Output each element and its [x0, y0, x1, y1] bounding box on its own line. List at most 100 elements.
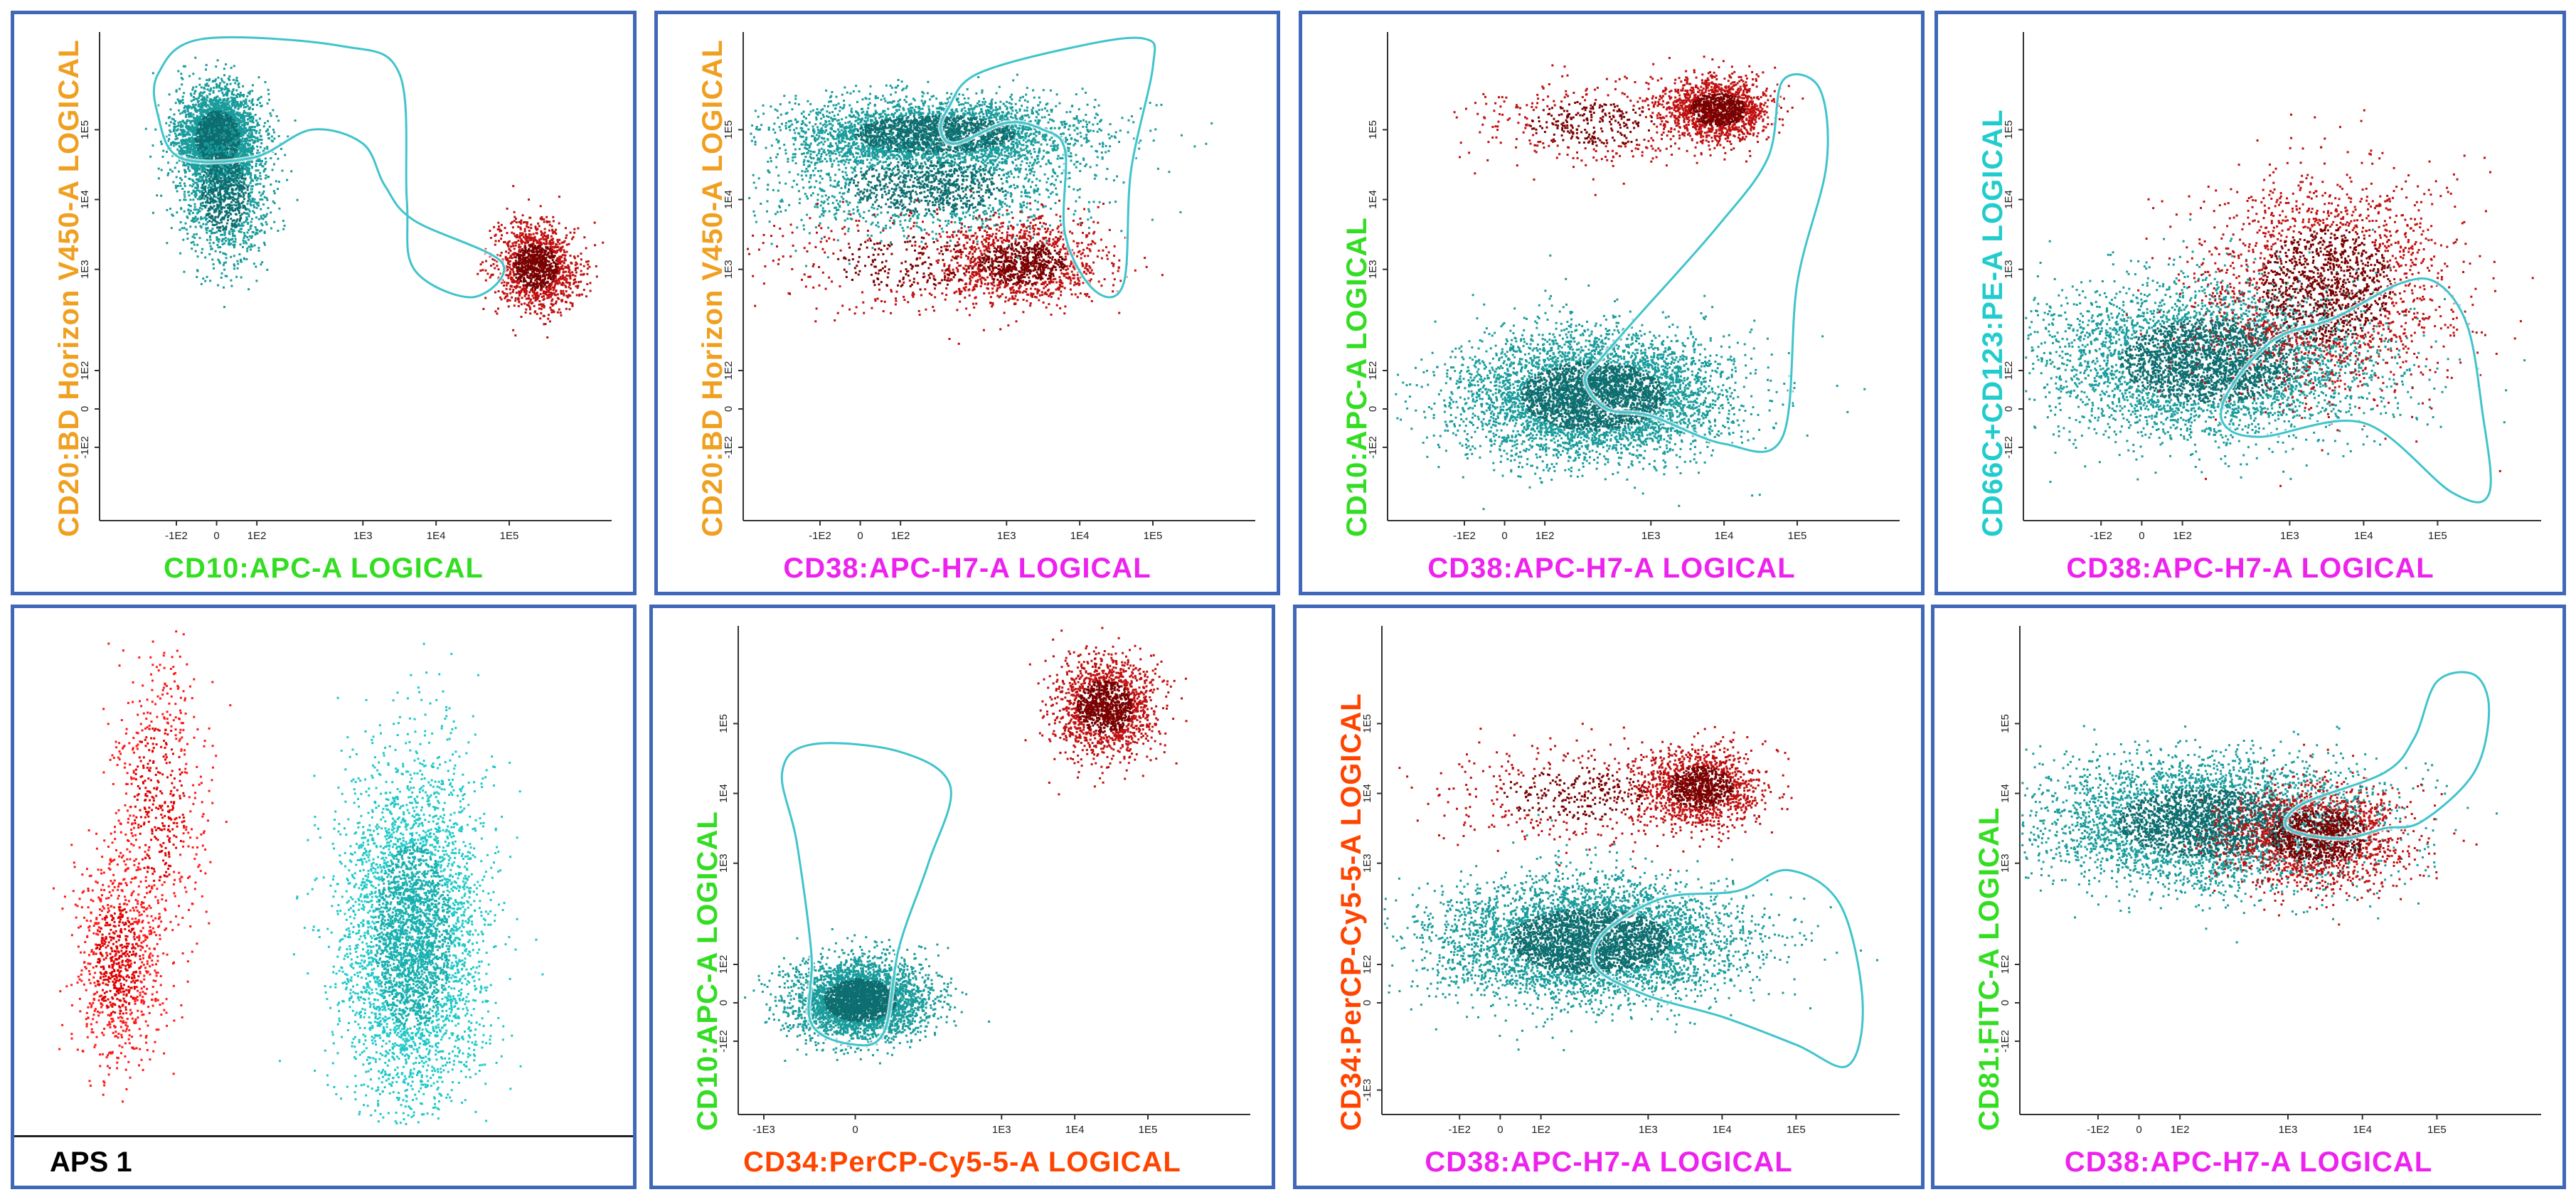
event-dot	[186, 216, 189, 219]
event-dot	[245, 112, 248, 115]
event-dot	[200, 132, 203, 135]
event-dot	[190, 94, 193, 97]
event-dot	[259, 183, 262, 186]
event-dot	[240, 104, 243, 107]
event-dot	[230, 279, 233, 282]
event-dot	[187, 113, 190, 115]
event-dot	[561, 265, 564, 267]
event-dot	[211, 102, 213, 105]
event-dot	[228, 132, 231, 135]
event-dot	[223, 108, 225, 111]
event-dot	[188, 203, 190, 206]
event-dot	[204, 153, 207, 156]
event-dot	[247, 173, 250, 176]
event-dot	[195, 146, 198, 149]
event-dot	[220, 203, 223, 206]
event-dot	[251, 100, 254, 102]
event-dot	[260, 139, 263, 142]
event-dot	[506, 243, 509, 245]
event-dot	[243, 106, 245, 109]
event-dot	[222, 119, 225, 122]
event-dot	[224, 171, 226, 174]
event-dot	[245, 258, 248, 260]
event-dot	[513, 216, 516, 218]
event-dot	[246, 134, 249, 137]
event-dot	[198, 130, 201, 133]
event-dot	[196, 121, 198, 124]
event-dot	[171, 142, 174, 144]
event-dot	[214, 111, 217, 114]
event-dot	[218, 179, 221, 182]
event-dot	[206, 199, 209, 202]
event-dot	[218, 113, 220, 116]
event-dot	[223, 129, 225, 132]
event-dot	[196, 117, 199, 120]
event-dot	[233, 255, 235, 257]
event-dot	[514, 297, 517, 300]
event-dot	[277, 188, 279, 191]
event-dot	[183, 185, 186, 187]
event-dot	[580, 252, 582, 255]
event-dot	[228, 204, 231, 207]
event-dot	[206, 109, 208, 112]
event-dot	[233, 199, 235, 202]
event-dot	[226, 184, 229, 187]
event-dot	[250, 220, 252, 223]
event-dot	[201, 120, 204, 123]
event-dot	[209, 238, 212, 241]
event-dot	[180, 149, 183, 151]
event-dot	[257, 98, 260, 101]
event-dot	[206, 213, 209, 216]
event-dot	[186, 216, 188, 218]
event-dot	[222, 151, 225, 154]
event-dot	[272, 128, 275, 131]
event-dot	[202, 124, 205, 127]
event-dot	[286, 179, 289, 181]
event-dot	[506, 265, 509, 268]
event-dot	[200, 108, 203, 111]
event-dot	[243, 117, 245, 120]
event-dot	[198, 198, 201, 201]
event-dot	[210, 128, 213, 131]
event-dot	[247, 221, 250, 224]
event-dot	[226, 113, 228, 116]
event-dot	[242, 206, 245, 209]
event-dot	[201, 127, 203, 130]
event-dot	[537, 297, 539, 299]
event-dot	[550, 282, 553, 284]
event-dot	[244, 177, 247, 180]
event-dot	[266, 102, 269, 105]
event-dot	[233, 112, 235, 115]
event-dot	[210, 87, 213, 90]
event-dot	[226, 118, 229, 121]
event-dot	[220, 211, 223, 213]
event-dot	[217, 240, 220, 243]
event-dot	[203, 188, 206, 191]
event-dot	[230, 110, 233, 112]
event-dot	[256, 149, 259, 151]
event-dot	[223, 218, 225, 220]
event-dot	[167, 161, 170, 164]
event-dot	[213, 116, 215, 118]
event-dot	[575, 271, 578, 274]
event-dot	[248, 213, 250, 216]
event-dot	[233, 137, 235, 139]
event-dot	[202, 277, 205, 280]
event-dot	[230, 102, 233, 105]
event-dot	[249, 225, 252, 228]
event-dot	[235, 188, 238, 191]
event-dot	[536, 298, 538, 301]
event-dot	[205, 105, 208, 108]
event-dot	[223, 115, 225, 118]
event-dot	[210, 141, 213, 144]
event-dot	[237, 200, 240, 203]
event-dot	[248, 215, 250, 218]
event-dot	[169, 130, 172, 133]
event-dot	[229, 128, 232, 131]
event-dot	[265, 220, 267, 223]
event-dot	[219, 129, 222, 132]
event-dot	[209, 98, 212, 101]
event-dot	[251, 199, 254, 202]
event-dot	[251, 197, 254, 200]
event-dot	[202, 166, 205, 168]
